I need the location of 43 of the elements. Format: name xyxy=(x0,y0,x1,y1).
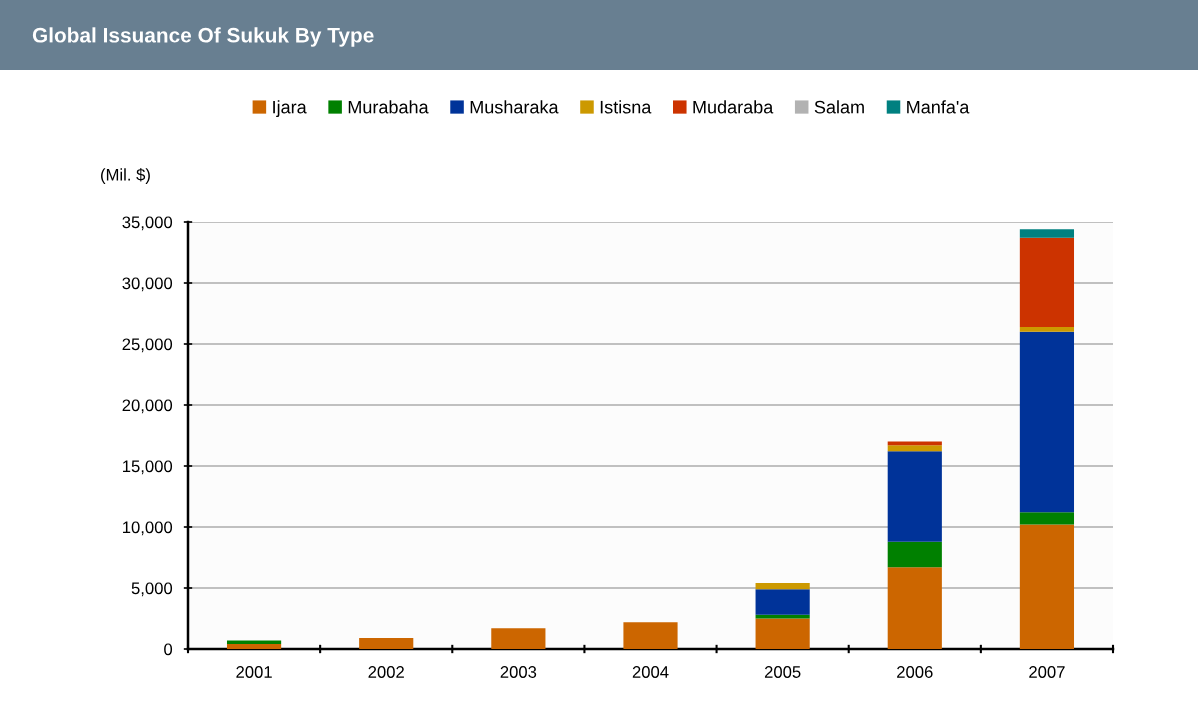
bar xyxy=(887,567,942,649)
bar xyxy=(887,451,942,542)
legend-label: Ijara xyxy=(273,100,307,118)
y-tick-label: 35,000 xyxy=(122,216,173,231)
y-tick-label: 15,000 xyxy=(123,460,173,475)
x-tick-label: 2004 xyxy=(632,666,669,678)
bar xyxy=(226,644,282,649)
y-tick-label: 10,000 xyxy=(123,521,173,536)
bar xyxy=(1019,331,1075,513)
bar xyxy=(1019,229,1075,238)
legend-label: Murabaha xyxy=(348,100,429,114)
bar xyxy=(755,618,810,649)
legend-label: Istisna xyxy=(600,100,652,114)
bar xyxy=(887,445,942,452)
y-tick-label: 5,000 xyxy=(131,582,173,597)
x-tick-label: 2003 xyxy=(500,666,537,678)
bar xyxy=(491,628,546,649)
x-tick-label: 2006 xyxy=(897,666,933,678)
bar xyxy=(359,638,414,649)
bar xyxy=(755,583,810,590)
y-tick-label: 30,000 xyxy=(122,277,173,292)
bar xyxy=(755,614,810,619)
legend-label: Manfa'a xyxy=(907,100,970,114)
y-tick-label: 25,000 xyxy=(122,338,173,353)
bar xyxy=(1019,237,1075,327)
bar xyxy=(226,640,282,645)
bar xyxy=(755,589,810,615)
legend-label: Musharaka xyxy=(470,100,559,114)
y-tick-label: 20,000 xyxy=(122,399,173,414)
legend-label: Mudaraba xyxy=(693,100,774,114)
bar xyxy=(1019,512,1075,525)
x-tick-label: 2001 xyxy=(236,666,272,678)
bar xyxy=(1019,524,1075,649)
bar xyxy=(623,622,678,649)
x-tick-label: 2007 xyxy=(1029,666,1065,678)
x-tick-label: 2005 xyxy=(764,666,801,678)
y-axis-title: (Mil. $) xyxy=(101,168,150,184)
bar xyxy=(887,541,942,568)
y-tick-label: 0 xyxy=(164,643,173,656)
bar xyxy=(1019,326,1075,332)
chart-title: Global Issuance Of Sukuk By Type xyxy=(32,27,374,47)
legend-label: Salam xyxy=(814,100,864,114)
x-tick-label: 2002 xyxy=(368,666,404,678)
